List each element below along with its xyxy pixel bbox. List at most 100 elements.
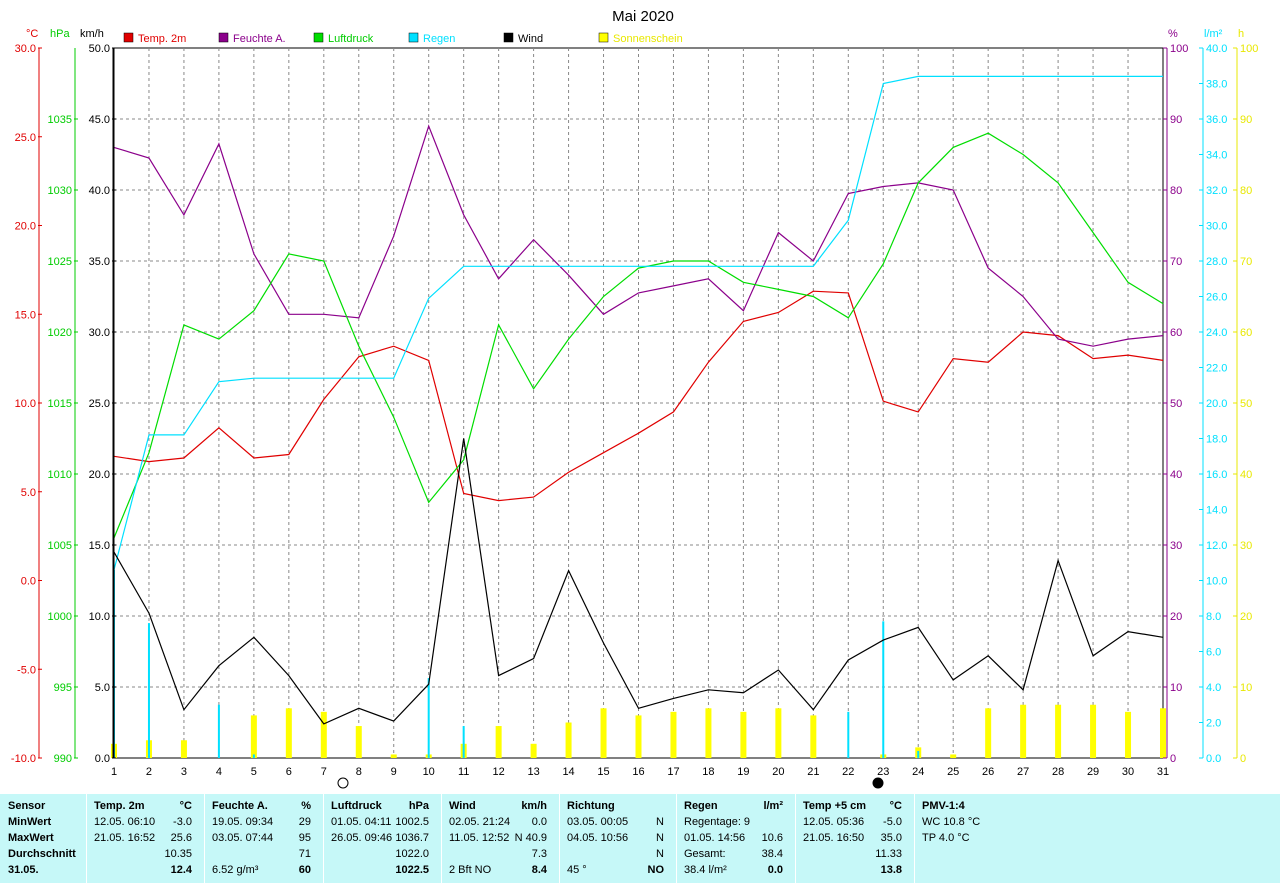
stat-cell-label: 6.52 g/m³ bbox=[212, 864, 259, 876]
sunshine-bar bbox=[810, 715, 817, 758]
stat-cell-label: 21.05. 16:50 bbox=[803, 832, 865, 844]
stat-column-unit: hPa bbox=[408, 800, 429, 812]
left-axis-tick-label: 1030 bbox=[48, 185, 72, 197]
chart-grid bbox=[113, 47, 1164, 759]
right-axis-tick-label: 30 bbox=[1240, 540, 1252, 552]
right-axis-tick-label: 70 bbox=[1170, 256, 1182, 268]
x-tick-label: 10 bbox=[423, 766, 435, 778]
right-axis-tick-label: 4.0 bbox=[1206, 682, 1221, 694]
stat-cell-label: 02.05. 21:24 bbox=[449, 816, 511, 828]
left-axis-tick-label: 0.0 bbox=[95, 753, 110, 765]
stat-cell-label: 01.05. 14:56 bbox=[684, 832, 746, 844]
series-line bbox=[113, 124, 1164, 347]
legend-label: Regen bbox=[423, 33, 455, 45]
sunshine-bar bbox=[1125, 711, 1132, 758]
sunshine-bar bbox=[1020, 704, 1027, 758]
sunshine-bar bbox=[985, 708, 992, 758]
left-axis-tick-label: 5.0 bbox=[21, 487, 36, 499]
x-tick-label: 27 bbox=[1017, 766, 1029, 778]
left-axis-tick-label: 25.0 bbox=[15, 132, 36, 144]
sunshine-bar bbox=[705, 708, 712, 758]
right-axis-tick-label: 6.0 bbox=[1206, 647, 1221, 659]
stat-cell-value: 25.6 bbox=[170, 832, 192, 844]
right-axis-tick-label: 0 bbox=[1240, 753, 1246, 765]
x-tick-label: 2 bbox=[146, 766, 152, 778]
stat-column-header: PMV-1:4 bbox=[922, 800, 965, 812]
stat-column: Temp +5 cm °C 12.05. 05:36 -5.0 21.05. 16:50… bbox=[803, 794, 902, 883]
x-tick-label: 20 bbox=[772, 766, 784, 778]
stat-cell-value: NO bbox=[647, 864, 665, 876]
new-moon-icon bbox=[872, 777, 884, 789]
left-axis-tick-label: 10.0 bbox=[15, 398, 36, 410]
stat-cell-value: N bbox=[656, 816, 664, 828]
sunshine-bar bbox=[600, 708, 607, 758]
rain-daily-bar bbox=[252, 754, 255, 758]
left-axis-tick-label: 1000 bbox=[48, 611, 72, 623]
left-axis-tick-label: 1015 bbox=[48, 398, 72, 410]
right-axis-tick-label: 60 bbox=[1240, 327, 1252, 339]
stat-cell-value: 0.0 bbox=[531, 816, 547, 828]
x-tick-label: 3 bbox=[181, 766, 187, 778]
row-label: MinWert bbox=[8, 816, 52, 828]
left-axis-tick-label: 1035 bbox=[48, 114, 72, 126]
stat-cell-value: 1002.5 bbox=[395, 816, 429, 828]
right-axis-tick-label: 80 bbox=[1240, 185, 1252, 197]
stat-cell-value: -5.0 bbox=[883, 816, 902, 828]
stat-cell-value: 1022.5 bbox=[395, 864, 429, 876]
left-axis-tick-label: 15.0 bbox=[89, 540, 110, 552]
statistics-table: Sensor MinWert MaxWert Durchschnitt 31.05. Te… bbox=[0, 794, 1280, 883]
sunshine-bar bbox=[1090, 704, 1097, 758]
right-axis-tick-label: 20.0 bbox=[1206, 398, 1227, 410]
stat-column-unit: °C bbox=[889, 800, 902, 812]
column-separator bbox=[323, 794, 324, 883]
stat-column: Richtung 03.05. 00:05 N 04.05. 10:56 N N 45 ° N… bbox=[567, 794, 664, 883]
right-axis-unit: % bbox=[1168, 28, 1178, 40]
sunshine-bar bbox=[1055, 704, 1062, 758]
rain-daily-bar bbox=[917, 750, 920, 758]
right-axis-unit: l/m² bbox=[1204, 28, 1223, 40]
moon-phases bbox=[337, 777, 884, 789]
right-axis-unit: h bbox=[1238, 28, 1244, 40]
stat-cell-label: 11.05. 12:52 bbox=[449, 832, 510, 844]
right-axis-tick-label: 28.0 bbox=[1206, 256, 1227, 268]
chart-legend: Temp. 2m Feuchte A. Luftdruck Regen Wind Sonn… bbox=[123, 32, 683, 45]
x-tick-label: 4 bbox=[216, 766, 222, 778]
stat-column: Wind km/h 02.05. 21:24 0.0 11.05. 12:52 N 40.… bbox=[449, 794, 547, 883]
x-tick-label: 17 bbox=[667, 766, 679, 778]
left-axis-tick-label: 30.0 bbox=[15, 43, 36, 55]
legend-label: Temp. 2m bbox=[138, 33, 186, 45]
sunshine-bar bbox=[250, 715, 257, 758]
column-separator bbox=[795, 794, 796, 883]
stat-column-unit: °C bbox=[179, 800, 192, 812]
sunshine-bar bbox=[775, 708, 782, 758]
right-axis-tick-label: 24.0 bbox=[1206, 327, 1227, 339]
x-tick-label: 13 bbox=[527, 766, 539, 778]
stat-cell-label: Gesamt: bbox=[684, 848, 726, 860]
right-axis-tick-label: 30.0 bbox=[1206, 221, 1227, 233]
rain-daily-bar bbox=[462, 726, 465, 758]
right-axis-tick-label: 34.0 bbox=[1206, 150, 1227, 162]
legend-swatch bbox=[218, 32, 229, 43]
rain-daily-bar bbox=[427, 678, 430, 758]
x-tick-label: 16 bbox=[632, 766, 644, 778]
x-tick-label: 30 bbox=[1122, 766, 1134, 778]
legend-swatch bbox=[408, 32, 419, 43]
x-tick-label: 8 bbox=[356, 766, 362, 778]
right-axis-tick-label: 100 bbox=[1170, 43, 1188, 55]
stat-cell-value: 12.4 bbox=[170, 864, 192, 876]
x-tick-label: 19 bbox=[737, 766, 749, 778]
right-axis-tick-label: 80 bbox=[1170, 185, 1182, 197]
sunshine-bar bbox=[740, 711, 747, 758]
stat-column: Temp. 2m °C 12.05. 06:10 -3.0 21.05. 16:52 25… bbox=[94, 794, 192, 883]
stat-cell-label: 12.05. 06:10 bbox=[94, 816, 156, 828]
right-axis-tick-label: 50 bbox=[1170, 398, 1182, 410]
x-tick-label: 11 bbox=[458, 766, 469, 778]
stat-cell-label: 04.05. 10:56 bbox=[567, 832, 629, 844]
stat-cell-value: 11.33 bbox=[875, 848, 902, 860]
stat-cell-value: 7.3 bbox=[531, 848, 547, 860]
series-lines bbox=[113, 75, 1164, 725]
right-axis-tick-label: 10.0 bbox=[1206, 576, 1227, 588]
sunshine-bar bbox=[495, 726, 502, 758]
stat-cell-label: 19.05. 09:34 bbox=[212, 816, 274, 828]
left-axis-unit: hPa bbox=[50, 28, 70, 40]
